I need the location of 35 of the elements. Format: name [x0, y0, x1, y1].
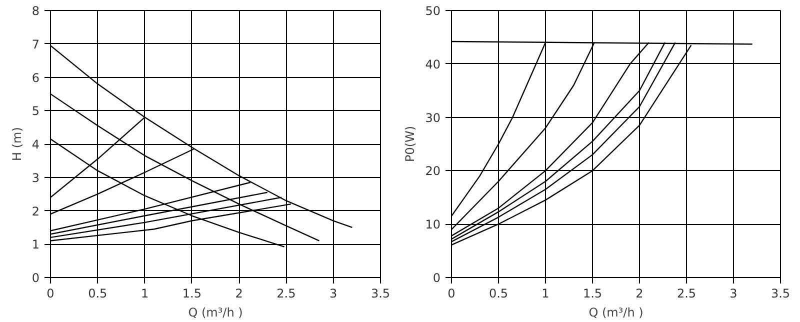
- y-tick-label: 2: [32, 204, 40, 218]
- x-tick-label: 0: [448, 286, 456, 300]
- x-tick-label: 1: [140, 286, 149, 300]
- y-tick-label: 8: [32, 4, 40, 18]
- x-tick-label: 0.5: [488, 286, 508, 300]
- y-tick-label: 1: [32, 238, 40, 252]
- y-tick-label: 0: [432, 271, 441, 285]
- y-tick-label: 50: [425, 4, 441, 18]
- y-tick-label: 3: [32, 170, 40, 185]
- y-tick-label: 40: [425, 57, 441, 72]
- x-tick-label: 0.5: [88, 286, 108, 300]
- y-tick-label: 30: [425, 110, 441, 125]
- x-tick-label: 3.5: [370, 286, 390, 300]
- x-tick-label: 2: [235, 286, 243, 300]
- y-tick-label: 6: [32, 70, 40, 85]
- x-tick-label: 1.5: [582, 286, 602, 300]
- x-tick-label: 3: [330, 286, 338, 300]
- x-tick-label: 0: [46, 286, 54, 300]
- x-tick-label: 2.5: [676, 286, 696, 300]
- y-tick-label: 0: [32, 271, 40, 285]
- y-tick-label: 10: [425, 218, 441, 232]
- y-axis-title: H (m): [10, 127, 24, 161]
- y-tick-label: 4: [32, 138, 40, 152]
- x-tick-label: 3: [730, 286, 738, 300]
- y-tick-label: 7: [32, 37, 40, 52]
- x-axis-title: Q (m³/h ): [588, 306, 644, 320]
- x-tick-label: 3.5: [770, 286, 790, 300]
- x-tick-label: 2.5: [276, 286, 296, 300]
- x-tick-label: 1: [542, 286, 550, 300]
- y-axis-title: P0(W): [403, 126, 418, 162]
- x-tick-label: 1.5: [182, 286, 202, 300]
- x-tick-label: 2: [636, 286, 644, 300]
- x-axis-title: Q (m³/h ): [188, 306, 243, 320]
- y-tick-label: 20: [425, 164, 441, 178]
- y-tick-label: 5: [32, 104, 40, 118]
